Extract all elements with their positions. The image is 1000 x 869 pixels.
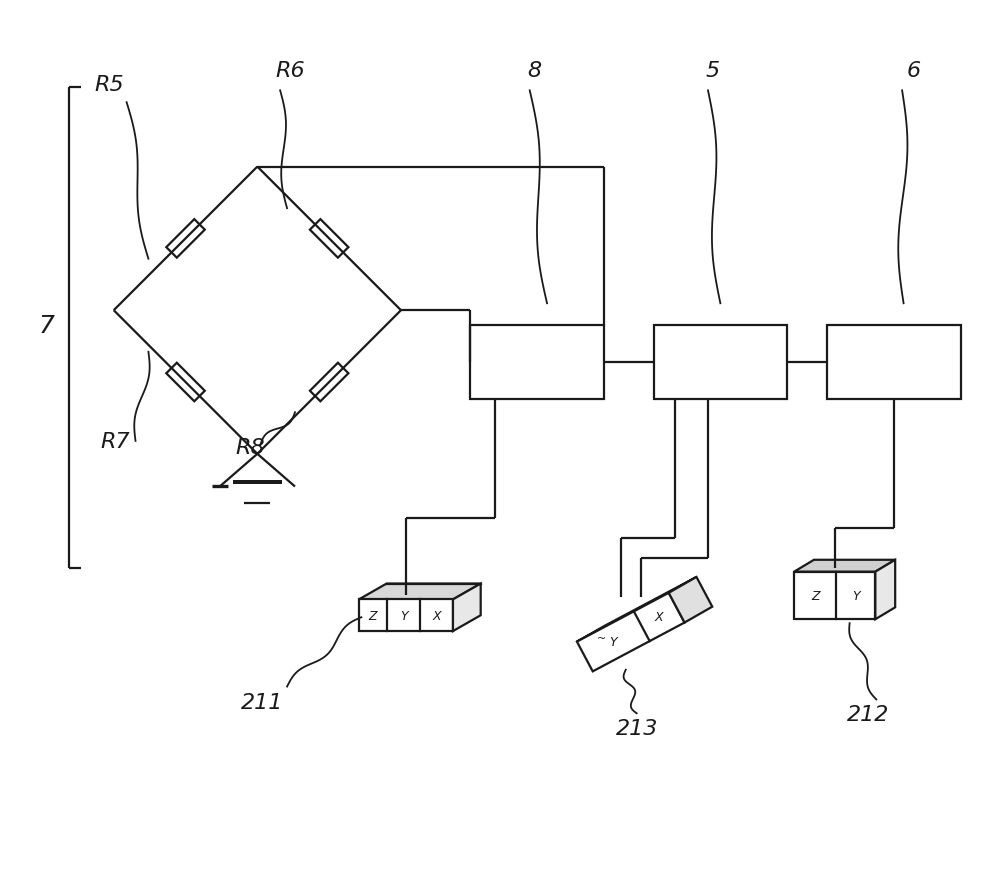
Text: 8: 8 <box>528 62 542 82</box>
Text: X: X <box>655 611 664 624</box>
Polygon shape <box>310 363 348 401</box>
Polygon shape <box>453 584 481 632</box>
Polygon shape <box>669 577 712 623</box>
Bar <box>470 326 604 400</box>
Text: ~: ~ <box>596 634 606 644</box>
Polygon shape <box>577 577 696 642</box>
Bar <box>654 326 787 400</box>
Text: R7: R7 <box>101 431 131 451</box>
Text: Y: Y <box>852 589 860 602</box>
Text: 6: 6 <box>907 62 921 82</box>
Polygon shape <box>794 561 895 572</box>
Polygon shape <box>359 584 481 600</box>
Polygon shape <box>310 220 348 258</box>
Polygon shape <box>794 572 875 620</box>
Text: 213: 213 <box>615 719 658 739</box>
Text: R8: R8 <box>236 437 265 457</box>
Polygon shape <box>875 561 895 620</box>
Bar <box>827 326 961 400</box>
Polygon shape <box>577 594 685 672</box>
Text: 5: 5 <box>706 62 720 82</box>
Text: Y: Y <box>400 609 407 622</box>
Text: R6: R6 <box>275 62 305 82</box>
Text: 212: 212 <box>847 705 890 725</box>
Text: Z: Z <box>369 609 377 622</box>
Text: 211: 211 <box>241 692 283 712</box>
Text: R5: R5 <box>94 76 124 96</box>
Text: X: X <box>432 609 441 622</box>
Polygon shape <box>359 600 453 632</box>
Text: 7: 7 <box>38 314 54 338</box>
Polygon shape <box>166 363 205 401</box>
Polygon shape <box>166 220 205 258</box>
Text: Y: Y <box>609 635 617 648</box>
Text: Z: Z <box>811 589 820 602</box>
